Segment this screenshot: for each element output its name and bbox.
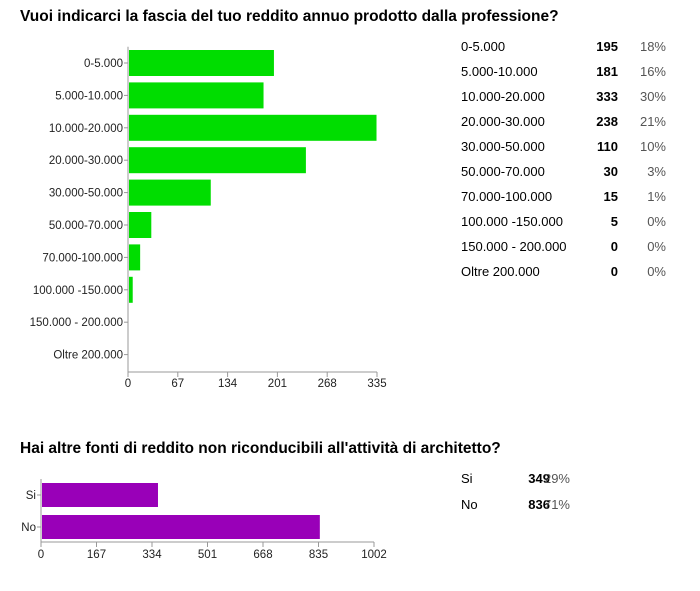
stats-label: 5.000-10.000 (461, 64, 538, 79)
stats-count: 5 (610, 214, 618, 229)
stats-percent: 29% (543, 471, 570, 486)
stats-label: 10.000-20.000 (461, 89, 545, 104)
stats-count: 333 (596, 89, 618, 104)
stats-count: 836 (528, 497, 550, 512)
x-tick-label: 334 (142, 549, 162, 561)
stats-count: 0 (610, 264, 618, 279)
stats-percent: 1% (647, 189, 666, 204)
category-label: 20.000-30.000 (49, 155, 123, 167)
category-label: 0-5.000 (84, 58, 123, 70)
data-bar (129, 212, 152, 238)
question-2-title: Hai altre fonti di reddito non riconduci… (20, 440, 501, 457)
stats-percent: 18% (639, 39, 666, 54)
stats-count: 349 (528, 471, 550, 486)
category-label: 5.000-10.000 (55, 90, 123, 102)
category-label: 100.000 -150.000 (33, 285, 123, 297)
stats-percent: 10% (639, 139, 666, 154)
stats-count: 181 (596, 64, 618, 79)
stats-label: 50.000-70.000 (461, 164, 545, 179)
stats-percent: 30% (639, 89, 666, 104)
stats-percent: 16% (639, 64, 666, 79)
x-tick-label: 268 (318, 378, 337, 390)
question-1-title: Vuoi indicarci la fascia del tuo reddito… (20, 8, 559, 25)
data-bar (42, 483, 158, 507)
stats-count: 15 (603, 189, 618, 204)
category-label: 10.000-20.000 (49, 123, 123, 135)
category-label: No (21, 522, 36, 534)
x-tick-label: 335 (367, 378, 386, 390)
stats-label: 0-5.000 (461, 39, 506, 54)
x-tick-label: 67 (171, 378, 184, 390)
stats-count: 30 (603, 164, 618, 179)
stats-percent: 0% (647, 214, 666, 229)
data-bar (129, 82, 264, 109)
data-bar (42, 515, 320, 539)
stats-count: 195 (596, 39, 618, 54)
stats-label: 70.000-100.000 (461, 189, 553, 204)
x-tick-label: 835 (309, 549, 328, 561)
stats-percent: 71% (543, 497, 570, 512)
category-label: 50.000-70.000 (49, 220, 123, 232)
stats-percent: 3% (647, 164, 666, 179)
data-bar (129, 179, 211, 206)
x-tick-label: 0 (38, 549, 44, 561)
x-tick-label: 134 (218, 378, 238, 390)
stats-label: 150.000 - 200.000 (461, 239, 567, 254)
stats-label: 100.000 -150.000 (461, 214, 563, 229)
stats-count: 0 (610, 239, 618, 254)
x-tick-label: 1002 (361, 549, 387, 561)
category-label: Si (26, 490, 36, 502)
x-tick-label: 167 (87, 549, 106, 561)
x-tick-label: 201 (268, 378, 287, 390)
stats-label: Si (461, 471, 473, 486)
stats-percent: 0% (647, 264, 666, 279)
stats-label: Oltre 200.000 (461, 264, 540, 279)
x-tick-label: 0 (125, 378, 131, 390)
stats-percent: 0% (647, 239, 666, 254)
category-label: 70.000-100.000 (42, 252, 123, 264)
category-label: 30.000-50.000 (49, 188, 123, 200)
data-bar (129, 114, 377, 141)
data-bar (129, 244, 141, 271)
data-bar (129, 50, 274, 76)
stats-label: 30.000-50.000 (461, 139, 545, 154)
category-label: 150.000 - 200.000 (30, 317, 123, 329)
stats-label: No (461, 497, 478, 512)
data-bar (129, 147, 306, 174)
stats-count: 238 (596, 114, 618, 129)
x-tick-label: 501 (198, 549, 217, 561)
stats-percent: 21% (639, 114, 666, 129)
stats-label: 20.000-30.000 (461, 114, 545, 129)
category-label: Oltre 200.000 (53, 350, 123, 362)
x-tick-label: 668 (253, 549, 272, 561)
data-bar (129, 276, 133, 303)
stats-count: 110 (597, 139, 618, 154)
